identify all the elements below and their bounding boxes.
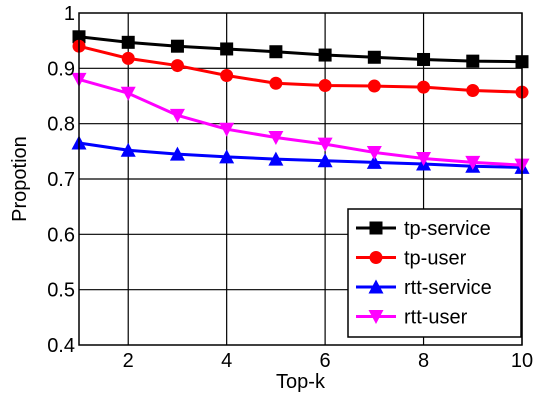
data-point [366,154,382,169]
y-tick-label: 0.8 [47,114,75,136]
y-tick-label: 0.4 [47,335,75,357]
series-layer [71,30,530,174]
data-point [268,151,284,166]
data-point [367,79,381,93]
data-point [170,59,184,73]
data-point [416,152,432,167]
y-tick-label: 0.9 [47,58,75,80]
data-point [318,48,332,62]
legend-item: rtt-service [356,277,492,299]
legend-marker [369,221,383,235]
plot-frame [78,12,523,346]
legend-marker [368,310,384,324]
x-tick-label: 6 [320,350,331,372]
y-tick-label: 0.6 [47,224,75,246]
legend-label: tp-user [404,248,467,270]
series-line [78,141,523,169]
data-point [120,142,136,157]
x-tick-label: 10 [511,350,533,372]
legend-marker [369,251,383,264]
x-tick-label: 2 [123,350,134,372]
legend-item: rtt-user [356,307,468,329]
data-point [367,50,381,64]
x-tick-label: 4 [221,350,232,372]
data-point [219,149,235,164]
series-line [78,35,523,64]
data-point [417,52,431,66]
y-axis-label: Propotion [9,136,31,222]
data-point [317,153,333,168]
data-point [317,137,333,152]
data-point [466,54,480,68]
data-point [121,35,135,49]
legend-marker [368,279,384,294]
data-point [169,108,185,123]
y-tick-label: 1 [64,3,75,25]
data-point [169,146,185,161]
legend-item: tp-service [356,218,491,240]
data-point [220,69,234,83]
x-tick-label: 8 [418,350,429,372]
series-line [78,77,523,167]
data-point [366,145,382,160]
data-point [120,86,136,101]
data-point [465,155,481,170]
data-point [466,83,480,97]
data-point [269,76,283,90]
series-tp-service [72,30,529,69]
x-axis-label: Top-k [276,371,326,393]
y-tick-label: 0.7 [47,169,75,191]
series-line [78,44,523,94]
data-point [318,78,332,92]
y-tick-label: 0.5 [47,280,75,302]
data-point [219,122,235,137]
legend-label: rtt-user [404,307,468,329]
data-point [417,80,431,94]
data-point [170,39,184,53]
legend-item: tp-user [356,248,467,270]
data-point [269,45,283,59]
data-point [220,42,234,56]
legend-label: rtt-service [404,277,492,299]
legend: tp-service tp-user rtt-service rtt-user [347,208,522,338]
data-point [268,131,284,145]
tick-labels: 2 4 6 8 10 0.4 0.5 0.6 0.7 0.8 0.9 1 [47,3,533,372]
legend-label: tp-service [404,218,491,240]
data-point [121,51,135,65]
